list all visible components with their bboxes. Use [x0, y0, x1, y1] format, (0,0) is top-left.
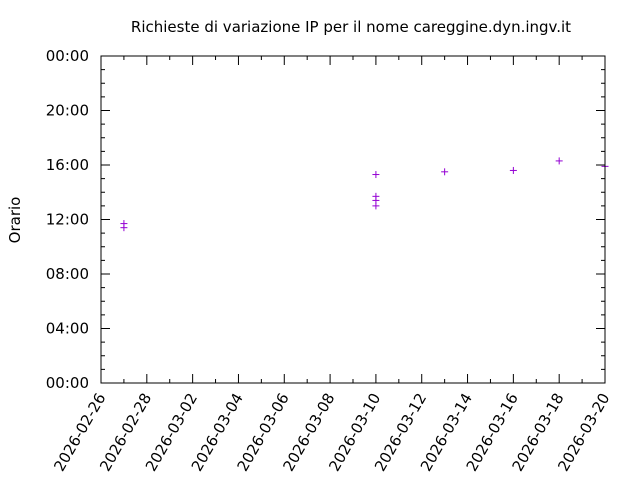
y-tick-label: 16:00	[46, 156, 89, 174]
data-point	[372, 202, 380, 210]
data-points	[120, 157, 609, 232]
axis-ticks	[100, 55, 606, 384]
plot-frame	[100, 55, 606, 384]
data-point	[555, 157, 563, 165]
x-tick-labels: 2026-02-262026-02-282026-03-022026-03-04…	[50, 390, 613, 475]
data-point	[509, 166, 517, 174]
y-tick-label: 04:00	[46, 320, 89, 338]
y-axis-label: Orario	[6, 197, 24, 244]
y-tick-label: 00:00	[46, 374, 89, 392]
data-point	[441, 168, 449, 176]
data-point	[372, 171, 380, 179]
chart-title: Richieste di variazione IP per il nome c…	[131, 18, 571, 36]
data-point	[120, 224, 128, 232]
y-tick-label: 12:00	[46, 211, 89, 229]
y-tick-label: 08:00	[46, 265, 89, 283]
y-tick-label: 20:00	[46, 102, 89, 120]
y-tick-label: 00:00	[46, 47, 89, 65]
y-tick-labels: 00:00 04:00 08:00 12:00 16:00 20:00 00:00	[46, 47, 89, 392]
